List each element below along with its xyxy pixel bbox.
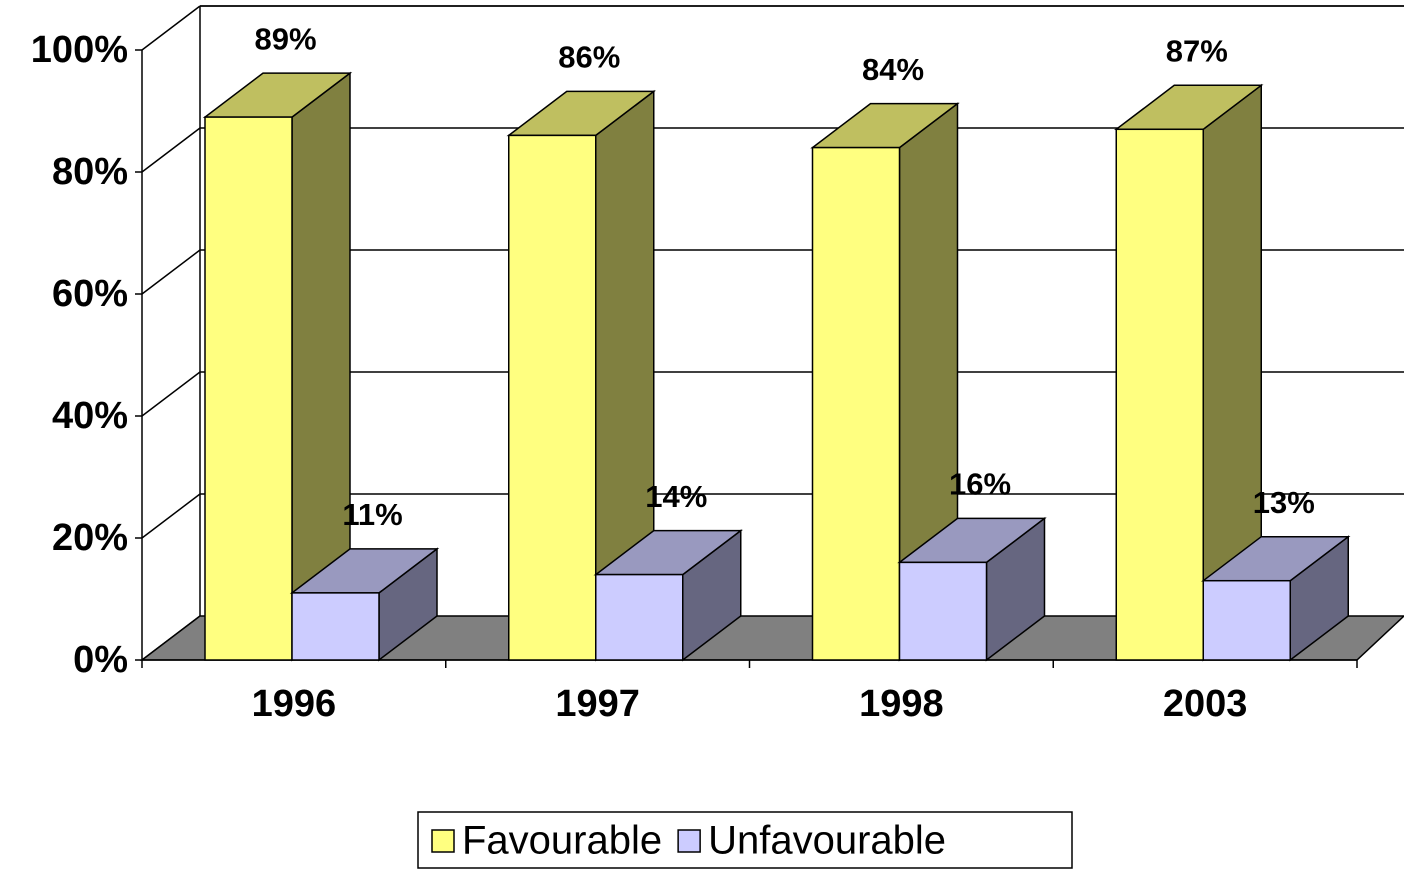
- data-label: 16%: [949, 467, 1011, 502]
- bar: [508, 134, 597, 661]
- x-tick-label: 1996: [252, 683, 337, 725]
- bar: [595, 573, 684, 661]
- bar: [1202, 579, 1291, 661]
- side-wall-grid: [141, 371, 201, 417]
- legend-label: Favourable: [462, 819, 662, 863]
- data-label: 11%: [342, 497, 402, 532]
- data-label: 14%: [645, 479, 707, 514]
- side-wall-grid: [141, 493, 201, 539]
- y-tick-label: 60%: [52, 273, 128, 315]
- data-label: 86%: [558, 40, 620, 75]
- x-tick-label: 1998: [859, 683, 944, 725]
- legend-label: Unfavourable: [708, 819, 946, 863]
- bar: [811, 146, 901, 661]
- y-tick-label: 40%: [52, 395, 128, 437]
- y-tick-label: 100%: [31, 29, 128, 71]
- data-label: 84%: [862, 52, 924, 87]
- data-label: 87%: [1166, 33, 1228, 68]
- side-wall-grid: [141, 249, 201, 295]
- legend-swatch: [677, 829, 701, 853]
- bar: [1115, 128, 1204, 661]
- y-tick-label: 20%: [52, 517, 128, 559]
- x-tick-label: 2003: [1163, 683, 1248, 725]
- x-tick-label: 1997: [555, 683, 640, 725]
- side-wall-grid: [141, 127, 201, 173]
- y-tick-label: 80%: [52, 151, 128, 193]
- side-wall-grid: [141, 5, 201, 51]
- bar: [898, 561, 988, 661]
- data-label: 89%: [254, 21, 316, 56]
- legend-swatch: [431, 829, 455, 853]
- legend-box: [417, 811, 1073, 869]
- data-label: 13%: [1253, 485, 1315, 520]
- bar: [204, 116, 293, 661]
- bar: [291, 592, 380, 661]
- y-tick-label: 0%: [73, 639, 128, 681]
